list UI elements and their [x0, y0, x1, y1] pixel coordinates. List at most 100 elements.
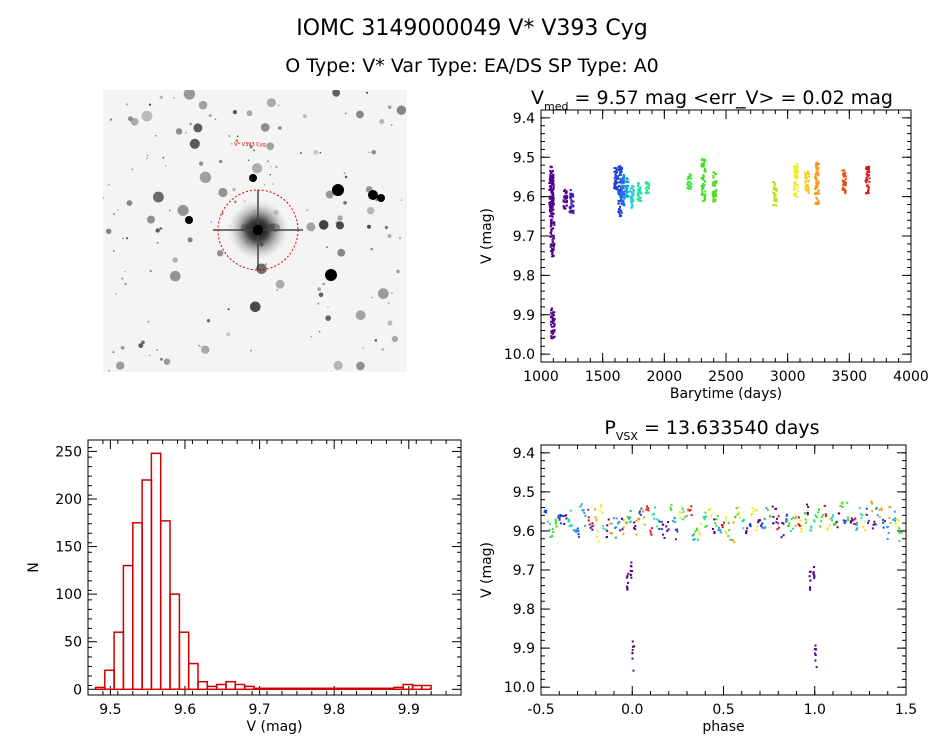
data-point — [690, 505, 693, 508]
data-point — [843, 169, 846, 172]
data-point — [796, 186, 799, 189]
field-star — [131, 168, 134, 171]
data-point — [635, 533, 638, 536]
data-point — [570, 202, 573, 205]
data-point — [572, 529, 575, 532]
data-point — [702, 162, 705, 165]
data-point — [665, 525, 668, 528]
histogram-bar — [178, 631, 190, 691]
data-point — [617, 189, 620, 192]
data-point — [843, 181, 846, 184]
data-point — [704, 511, 707, 514]
data-point — [713, 200, 716, 203]
data-point — [595, 535, 598, 538]
data-point — [689, 187, 692, 190]
data-point — [623, 195, 626, 198]
data-point — [552, 249, 555, 252]
data-point — [644, 181, 647, 184]
data-point — [714, 173, 717, 176]
data-point — [549, 209, 552, 212]
data-point — [629, 574, 632, 577]
data-point — [546, 520, 549, 523]
data-point — [798, 524, 801, 527]
data-point — [623, 179, 626, 182]
data-point — [703, 161, 706, 164]
data-point — [689, 181, 691, 184]
data-point — [880, 507, 883, 510]
data-point — [704, 159, 707, 162]
field-star — [156, 241, 159, 244]
data-point — [617, 176, 620, 179]
data-point — [637, 188, 640, 191]
data-point — [580, 503, 583, 506]
data-point — [631, 206, 634, 209]
data-point — [614, 536, 617, 539]
data-point — [670, 508, 673, 511]
histogram-bar — [290, 687, 302, 691]
field-star — [232, 187, 236, 192]
data-point — [551, 244, 554, 247]
data-point — [864, 529, 867, 532]
data-point — [554, 522, 557, 525]
data-point — [616, 187, 619, 190]
data-point — [689, 509, 692, 511]
data-point — [637, 517, 640, 520]
data-point — [719, 531, 722, 534]
histogram-bar — [150, 452, 162, 691]
data-point — [806, 511, 809, 514]
field-star — [138, 343, 144, 348]
data-point — [813, 520, 816, 523]
data-point — [889, 521, 892, 524]
data-point — [866, 185, 869, 188]
data-point — [734, 516, 737, 519]
data-point — [793, 167, 796, 170]
data-point — [581, 509, 584, 512]
data-point — [729, 538, 732, 541]
data-point — [690, 514, 693, 517]
data-point — [616, 186, 618, 189]
data-point — [876, 514, 879, 517]
data-point — [620, 210, 623, 212]
field-star — [218, 187, 228, 198]
data-point — [634, 525, 637, 528]
data-point — [562, 199, 565, 202]
field-star — [156, 349, 159, 351]
data-point — [875, 523, 878, 526]
data-point — [632, 185, 635, 188]
data-point — [614, 527, 616, 529]
data-point — [552, 173, 555, 176]
data-point — [782, 534, 785, 537]
data-point — [631, 192, 634, 195]
data-point — [552, 187, 555, 190]
data-point — [649, 531, 652, 534]
target-marker-circle — [217, 189, 299, 271]
field-star — [302, 114, 307, 119]
data-point — [815, 177, 818, 180]
field-star — [371, 150, 377, 155]
data-point — [775, 189, 778, 192]
data-point — [617, 165, 620, 168]
field-star — [121, 277, 124, 280]
data-point — [814, 644, 817, 647]
data-point — [866, 170, 869, 173]
data-point — [796, 175, 799, 177]
data-point — [559, 522, 562, 525]
histogram-bar — [318, 687, 330, 691]
data-point — [871, 509, 874, 512]
data-point — [733, 541, 736, 544]
data-point — [728, 529, 731, 532]
x-tick-label: 9.7 — [248, 702, 270, 718]
data-point — [549, 202, 552, 205]
data-point — [796, 170, 799, 173]
data-point — [626, 194, 629, 197]
data-point — [839, 505, 842, 508]
field-star — [179, 209, 181, 211]
data-point — [808, 175, 810, 178]
data-point — [788, 522, 791, 525]
data-point — [799, 519, 802, 522]
data-point — [809, 529, 812, 532]
data-point — [760, 523, 763, 526]
data-point — [638, 198, 641, 201]
data-point — [551, 202, 554, 205]
data-point — [704, 197, 706, 200]
